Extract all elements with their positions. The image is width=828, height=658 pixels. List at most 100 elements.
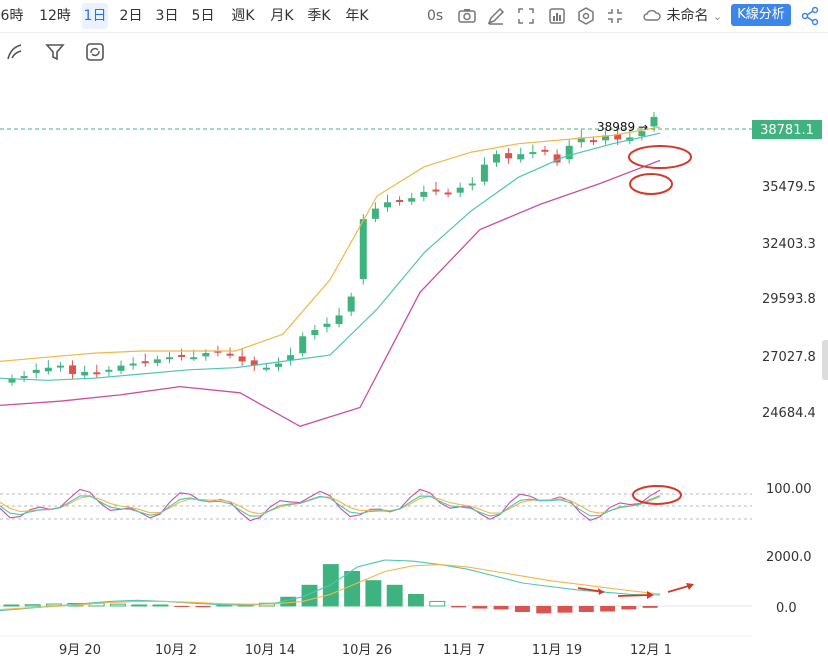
- timeframe-7[interactable]: 月K: [270, 8, 294, 24]
- oscillator-d-line: [0, 495, 661, 515]
- expand-icon[interactable]: [605, 6, 625, 26]
- draw-icon[interactable]: [4, 41, 26, 63]
- date-tick-3: 10月 26: [342, 643, 392, 658]
- share-icon[interactable]: [800, 6, 820, 26]
- candle-body: [44, 367, 52, 372]
- macd-bar: [344, 571, 361, 607]
- macd-bar: [386, 584, 403, 607]
- candle-body: [117, 365, 125, 371]
- candle-body: [505, 153, 513, 159]
- price-tick-0: 35479.5: [762, 180, 816, 195]
- settings-icon[interactable]: [576, 6, 596, 26]
- macd-bar: [472, 606, 488, 609]
- candle-body: [420, 191, 428, 197]
- high-marker-label: 38989: [597, 120, 635, 134]
- candle-body: [214, 350, 222, 353]
- annotation-arrow-1: [577, 587, 605, 595]
- macd-bar: [600, 606, 616, 612]
- macd-dif-line: [0, 559, 661, 612]
- timeframe-4[interactable]: 3日: [155, 8, 179, 24]
- macd-bar: [131, 604, 148, 607]
- candle-body: [468, 183, 476, 186]
- oscillator-level-label: 100.00: [766, 482, 812, 497]
- annotation-arrow-2: [617, 591, 654, 599]
- candle-body: [384, 202, 392, 208]
- macd-bar: [578, 606, 594, 612]
- candlestick-series: [8, 111, 658, 386]
- macd-bar: [195, 606, 211, 608]
- macd-bar: [514, 606, 530, 612]
- layout-name-select[interactable]: 未命名 ⌄: [642, 5, 722, 27]
- candle-body: [577, 137, 585, 143]
- timeframe-9[interactable]: 年K: [345, 8, 369, 24]
- macd-bar: [109, 603, 126, 607]
- candle-body: [190, 357, 198, 360]
- camera-icon[interactable]: [457, 6, 477, 26]
- candle-body: [638, 131, 646, 137]
- candle-body: [178, 354, 186, 357]
- candle-body: [335, 315, 343, 324]
- macd-bar: [408, 594, 424, 607]
- refresh-icon[interactable]: [84, 41, 106, 63]
- replay-label[interactable]: 0s: [427, 8, 444, 24]
- timeframe-5[interactable]: 5日: [191, 8, 215, 24]
- date-axis: 9月 20 10月 2 10月 14 10月 26 11月 7 11月 19 12月 1: [59, 643, 672, 658]
- candle-body: [274, 363, 282, 367]
- macd-bar: [174, 606, 190, 607]
- candle-body: [299, 336, 307, 354]
- candle-body: [650, 116, 658, 127]
- candle-body: [602, 135, 610, 141]
- candle-body: [589, 140, 597, 143]
- candle-body: [311, 330, 319, 336]
- filter-icon[interactable]: [44, 41, 66, 63]
- date-tick-4: 11月 7: [443, 643, 485, 658]
- candle-body: [456, 187, 464, 193]
- candle-body: [408, 198, 416, 202]
- timeframe-1[interactable]: 12時: [39, 8, 71, 24]
- timeframe-2[interactable]: 1日: [82, 3, 108, 29]
- kline-analysis-button[interactable]: K線分析: [731, 4, 791, 26]
- annotation-circle-3: [632, 485, 682, 505]
- timeframe-8[interactable]: 季K: [307, 8, 331, 24]
- chevron-down-icon: ⌄: [712, 10, 723, 23]
- macd-bar: [152, 604, 169, 607]
- macd-axis-label-1: 0.0: [776, 601, 797, 616]
- layout-name: 未命名: [666, 8, 709, 24]
- annotation-circle-1: [628, 145, 692, 169]
- candle-body: [432, 189, 440, 192]
- macd-bar: [3, 604, 20, 607]
- candle-body: [8, 378, 16, 383]
- timeframe-0[interactable]: 6時: [0, 8, 24, 24]
- current-price-tag: [752, 120, 822, 139]
- ma-fast-line: [0, 126, 661, 362]
- current-price-label: 38781.1: [760, 123, 814, 138]
- edit-icon[interactable]: [486, 6, 506, 26]
- candle-body: [20, 376, 28, 379]
- macd-bar: [557, 606, 573, 613]
- candle-body: [141, 361, 149, 364]
- price-tick-1: 32403.3: [762, 237, 816, 252]
- candle-body: [32, 369, 40, 373]
- candle-body: [444, 192, 452, 195]
- candle-body: [69, 365, 77, 374]
- price-axis: 35479.5 32403.3 29593.8 27027.8 24684.4: [762, 180, 816, 421]
- indicator-icon[interactable]: [547, 6, 567, 26]
- candle-body: [396, 200, 404, 203]
- candle-body: [565, 145, 573, 160]
- candle-body: [493, 154, 501, 163]
- annotation-arrow-3: [667, 583, 694, 593]
- timeframe-6[interactable]: 週K: [231, 8, 255, 24]
- price-tick-2: 29593.8: [762, 292, 816, 307]
- candle-body: [81, 371, 89, 376]
- macd-histogram: [3, 564, 658, 614]
- candle-body: [238, 356, 246, 362]
- candle-body: [226, 353, 234, 356]
- ma-slow-line: [0, 159, 661, 428]
- candle-body: [614, 134, 622, 140]
- fullscreen-bracket-icon[interactable]: [516, 6, 536, 26]
- candle-body: [541, 149, 549, 152]
- timeframe-3[interactable]: 2日: [119, 8, 143, 24]
- side-panel-handle[interactable]: [822, 340, 828, 380]
- candle-body: [553, 154, 561, 163]
